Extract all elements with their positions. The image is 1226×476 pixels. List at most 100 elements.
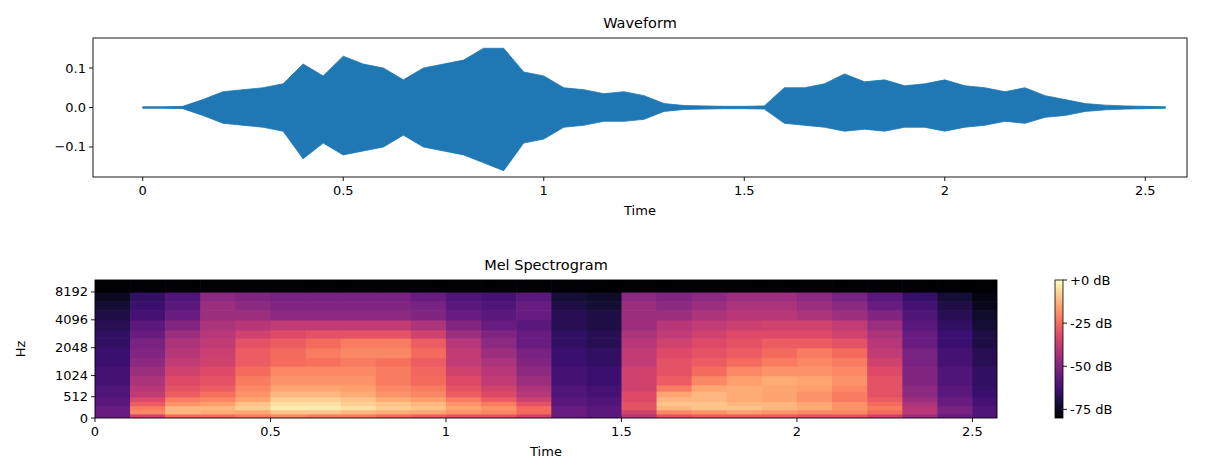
spectrogram-cell [516,385,552,392]
spectrogram-cell [586,301,622,311]
y-tick [91,347,95,348]
spectrogram-cell [621,301,657,311]
spectrogram-cell [586,401,622,406]
spectrogram-cell [692,338,728,348]
spectrogram-cell [586,391,622,397]
spectrogram-cell [411,348,447,359]
spectrogram-cell [446,391,482,397]
spectrogram-cell [270,391,306,397]
spectrogram-cell [692,366,728,376]
spectrogram-cell [235,401,271,406]
x-tick-label: 1 [540,183,548,198]
spectrogram-cell [692,414,728,418]
spectrogram-cell [341,358,377,367]
spectrogram-cell [797,376,833,386]
spectrogram-cell [657,348,693,359]
spectrogram-cell [902,358,938,367]
spectrogram-cell [797,292,833,302]
spectrogram-cell [972,406,997,411]
spectrogram-cell [481,320,517,331]
spectrogram-cell [200,320,236,331]
spectrogram-cell [867,414,903,418]
spectrogram-cell [481,391,517,397]
spectrogram-cell [306,401,342,406]
spectrogram-cell [481,310,517,320]
spectrogram-cell [797,348,833,359]
spectrogram-cell [516,330,552,339]
spectrogram-cell [586,406,622,411]
spectrogram-cell [586,385,622,392]
spectrogram-cell [621,330,657,339]
spectrogram-cell [200,330,236,339]
spectrogram-cell [341,410,377,415]
x-tick [142,177,143,181]
spectrogram-cell [341,385,377,392]
spectrogram-cell [446,366,482,376]
spectrogram-cell [481,401,517,406]
spectrogram-cell [235,301,271,311]
spectrogram-cell [130,397,166,402]
spectrogram-cell [411,401,447,406]
spectrogram-cell [270,358,306,367]
spectrogram-cell [516,348,552,359]
spectrogram-cell [306,280,342,293]
spectrogram-cell [937,414,973,418]
spectrogram-cell [411,330,447,339]
spectrogram-cell [376,410,412,415]
spectrogram-cell [972,410,997,415]
colorbar-tick-label: +0 dB [1070,273,1110,288]
spectrogram-cell [727,330,763,339]
spectrogram-cell [306,366,342,376]
spectrogram-cell [867,280,903,293]
spectrogram-cell [867,397,903,402]
spectrogram-cell [270,338,306,348]
spectrogram-cell [551,292,587,302]
spectrogram-cell [481,301,517,311]
spectrogram-cell [235,310,271,320]
spectrogram-cell [621,406,657,411]
spectrogram-cell [235,410,271,415]
spectrogram-cell [727,406,763,411]
background [0,0,1226,476]
spectrogram-cell [762,358,798,367]
spectrogram-cell [902,292,938,302]
spectrogram-cell [972,292,997,302]
colorbar-tick [1063,409,1067,410]
spectrogram-cell [411,391,447,397]
spectrogram-cell [832,301,868,311]
spectrogram-cell [762,330,798,339]
colorbar-tick-label: -75 dB [1070,402,1113,417]
spectrogram-cell [95,301,131,311]
spectrogram-cell [516,406,552,411]
chart-title: Waveform [603,15,677,31]
spectrogram-cell [867,358,903,367]
spectrogram-cell [130,330,166,339]
spectrogram-cell [972,385,997,392]
spectrogram-cell [516,414,552,418]
spectrogram-cell [762,414,798,418]
spectrogram-cell [972,401,997,406]
spectrogram-cell [937,330,973,339]
spectrogram-cell [270,410,306,415]
spectrogram-cell [727,376,763,386]
spectrogram-cell [621,280,657,293]
spectrogram-cell [657,385,693,392]
spectrogram-cell [972,348,997,359]
spectrogram-cell [692,376,728,386]
spectrogram-cell [902,376,938,386]
x-tick [445,418,446,422]
spectrogram-cell [200,376,236,386]
spectrogram-cell [657,310,693,320]
spectrogram-cell [937,401,973,406]
y-tick [91,396,95,397]
spectrogram-cell [130,406,166,411]
colorbar-tick-label: -50 dB [1070,359,1113,374]
spectrogram-cell [551,410,587,415]
spectrogram-cell [481,280,517,293]
y-tick-label: 2048 [55,340,88,355]
y-tick-label: 0.1 [65,61,86,76]
spectrogram-cell [165,330,201,339]
spectrogram-cell [832,280,868,293]
spectrogram-cell [376,401,412,406]
spectrogram-cell [657,391,693,397]
